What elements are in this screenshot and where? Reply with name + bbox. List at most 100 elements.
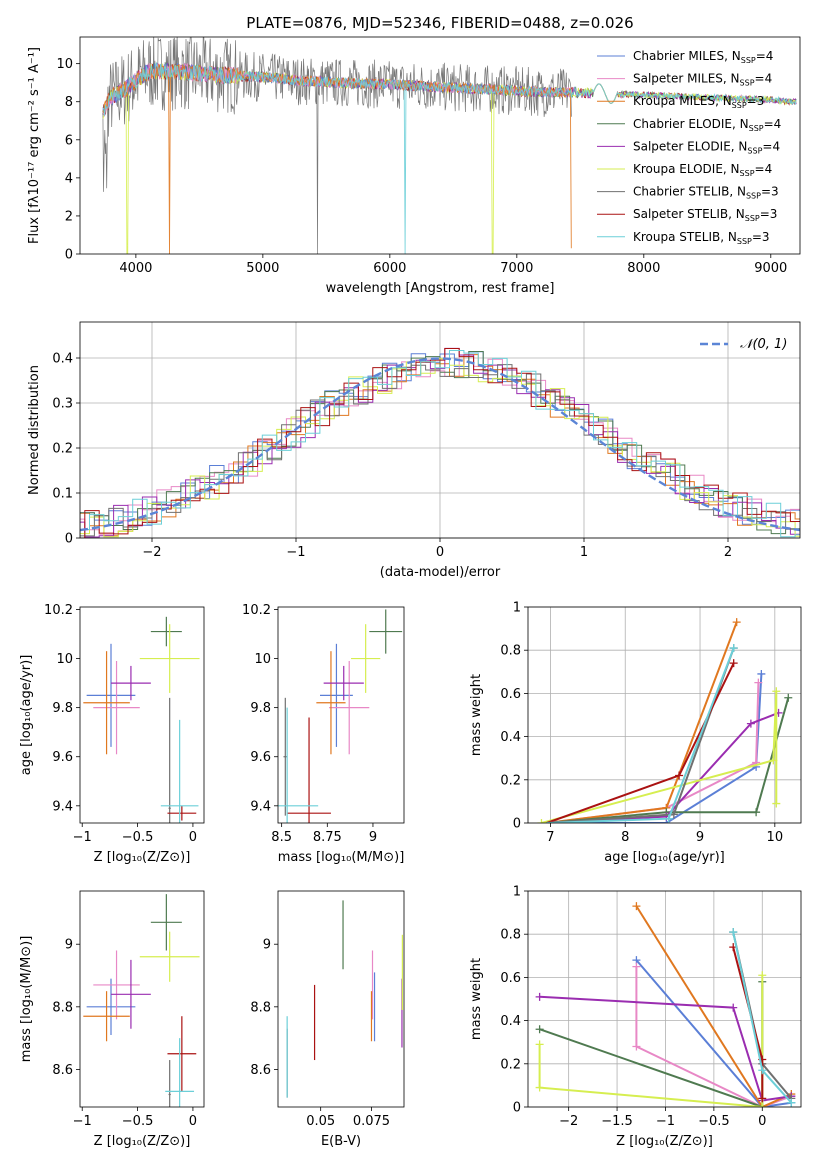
legend-model: Salpeter MILES (633, 72, 723, 86)
legend-eq: = (752, 230, 762, 244)
legend-entry: Salpeter MILES, NSSP=4 (633, 72, 772, 88)
x-tick-label: 9 (369, 830, 377, 845)
x-tick-label: −1 (73, 1114, 92, 1129)
weights-kroupa-stelib (729, 928, 796, 1107)
x-tick-label: 0.05 (306, 1114, 335, 1129)
x-axis-label: age [log₁₀(age/yr)] (604, 850, 725, 865)
weight-marker (757, 669, 766, 678)
x-tick-label: 4000 (119, 261, 152, 276)
y-tick-label: 0.8 (500, 928, 521, 943)
x-tick-label: 5000 (246, 261, 279, 276)
weight-marker (632, 902, 641, 911)
y-tick-label: 2 (65, 209, 73, 224)
y-tick-label: 8.6 (250, 1063, 271, 1078)
z-mass-frame (79, 890, 205, 1108)
y-tick-label: 0 (513, 817, 521, 832)
legend-eq: = (762, 139, 772, 153)
weight-line (546, 682, 760, 823)
weights-chabrier-elodie (546, 693, 793, 823)
legend-entry: Chabrier ELODIE, NSSP=4 (633, 117, 781, 133)
x-tick-label: −0.5 (698, 1114, 730, 1129)
weight-marker (758, 1103, 767, 1107)
legend-model: Chabrier MILES (633, 49, 724, 63)
weight-marker (729, 659, 738, 668)
weight-marker (746, 719, 755, 728)
legend-eq: = (755, 72, 765, 86)
y-tick-label: 10.2 (242, 603, 271, 618)
weight-marker (535, 1040, 544, 1049)
spectrum-frame (79, 36, 801, 255)
legend-sub: SSP (746, 192, 761, 201)
legend-nssp: 3 (757, 94, 765, 108)
weight-marker (769, 756, 778, 765)
z-age-frame (79, 606, 205, 824)
x-tick-label: −2 (559, 1114, 578, 1129)
legend-sep: , N (723, 72, 740, 86)
y-tick-label: 0 (513, 1101, 521, 1116)
legend-nssp: 4 (766, 49, 774, 63)
weight-line (546, 621, 738, 823)
legend-sep: , N (729, 185, 746, 199)
z-mass-axes: −1 −0.5 0 8.6 8.8 9 Z [log₁₀(Z/Z⊙)] mass [log₁₀… (19, 936, 197, 1149)
legend-sub: SSP (740, 169, 755, 178)
x-tick-label: −0.5 (122, 1114, 154, 1129)
y-tick-label: 10 (254, 652, 271, 667)
weight-marker (758, 1066, 767, 1075)
legend-eq: = (761, 185, 771, 199)
x-tick-label: 1 (580, 545, 588, 560)
x-tick-label: 0 (758, 1114, 766, 1129)
x-tick-label: 9000 (754, 261, 787, 276)
x-tick-label: 7 (546, 830, 554, 845)
y-axis-label: Normed distribution (27, 365, 42, 495)
errorbar-salpeter-stelib (287, 717, 331, 823)
x-tick-label: −1 (656, 1114, 675, 1129)
errorbar-kroupa-stelib (165, 1038, 195, 1107)
weight-marker (632, 1042, 641, 1051)
weights-kroupa-stelib (546, 644, 738, 823)
weights-kroupa-elodie (537, 687, 781, 823)
errorbar-salpeter-elodie (111, 665, 151, 701)
x-tick-label: 10 (767, 830, 784, 845)
spectrum-plot (102, 37, 797, 254)
weight-line (539, 981, 764, 1107)
legend-sub: SSP (747, 146, 762, 155)
x-tick-label: 8000 (627, 261, 660, 276)
y-tick-label: 9.8 (250, 701, 271, 716)
weight-marker (632, 962, 641, 971)
legend-sep: , N (732, 117, 749, 131)
weight-line (541, 691, 778, 823)
y-tick-label: 10 (56, 57, 73, 72)
weights-z-frame (527, 890, 802, 1108)
weight-marker (535, 1083, 544, 1092)
y-tick-label: 9.8 (52, 701, 73, 716)
mass-age-frame (277, 606, 405, 824)
x-tick-label: 0.075 (353, 1114, 390, 1129)
errorbar-salpeter-elodie (323, 665, 364, 701)
x-axis-label: Z [log₁₀(Z/Z⊙)] (94, 1134, 191, 1149)
weight-marker (535, 992, 544, 1001)
x-axis-label: mass [log₁₀(M/M⊙)] (278, 850, 405, 865)
legend-entry: Chabrier MILES, NSSP=4 (633, 49, 773, 65)
errorbar-chabrier-elodie (369, 609, 403, 654)
errorbar-chabrier-miles (86, 978, 136, 1035)
y-tick-label: 8.8 (250, 1000, 271, 1015)
legend-nssp: 4 (772, 139, 780, 153)
weight-marker (729, 928, 738, 937)
x-tick-label: −2 (142, 545, 161, 560)
legend-sub: SSP (741, 56, 756, 65)
errorbar-kroupa-miles (83, 651, 130, 755)
legend-entry: Kroupa ELODIE, NSSP=4 (633, 162, 772, 178)
legend-model: Kroupa STELIB (633, 230, 720, 244)
weight-line (635, 966, 792, 1107)
legend-model: Salpeter ELODIE (633, 139, 731, 153)
y-tick-label: 0.8 (500, 644, 521, 659)
weights-salpeter-elodie (535, 992, 796, 1105)
spectrum-line-kroupa-stelib (102, 61, 797, 254)
y-tick-label: 0.6 (500, 971, 521, 986)
errorbar-kroupa-miles (83, 991, 130, 1042)
y-tick-label: 0 (65, 532, 73, 547)
y-tick-label: 0.1 (52, 487, 73, 502)
z-age-plot (83, 616, 200, 823)
legend-nssp: 3 (770, 207, 778, 221)
y-axis-label: Flux [fλ10⁻¹⁷ erg cm⁻² s⁻¹ A⁻¹] (27, 47, 42, 244)
